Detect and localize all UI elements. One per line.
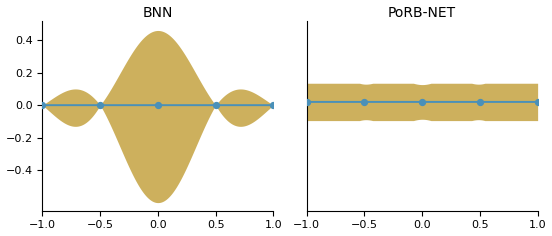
Point <box>211 103 220 107</box>
Point <box>269 103 278 107</box>
Point <box>360 100 369 104</box>
Point <box>95 103 104 107</box>
Point <box>302 100 311 104</box>
Point <box>418 100 427 104</box>
Title: BNN: BNN <box>142 6 173 20</box>
Title: PoRB-NET: PoRB-NET <box>388 6 457 20</box>
Point <box>153 103 162 107</box>
Point <box>38 103 47 107</box>
Point <box>475 100 484 104</box>
Point <box>533 100 542 104</box>
